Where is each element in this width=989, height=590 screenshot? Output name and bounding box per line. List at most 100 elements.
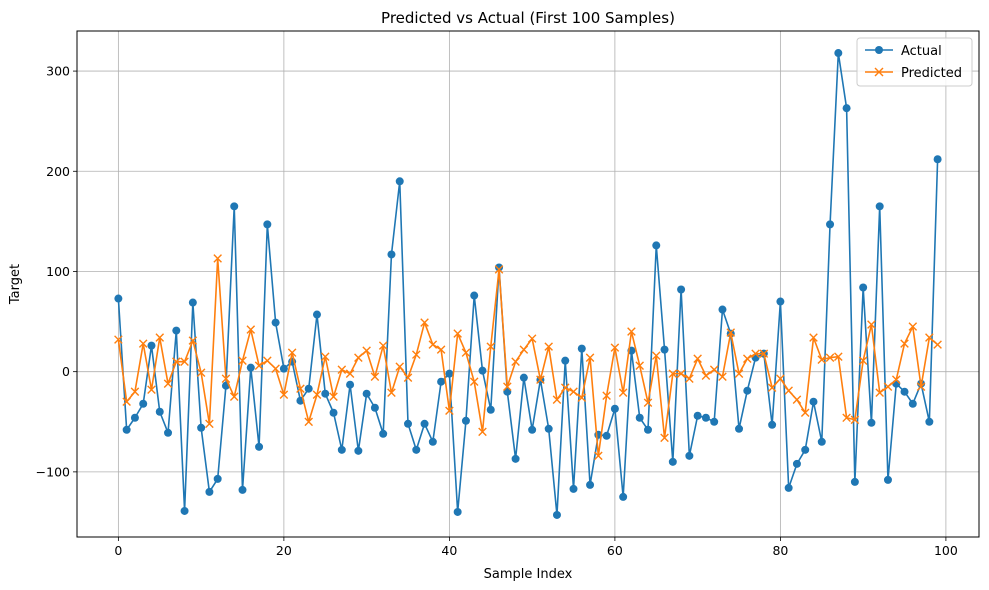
y-tick-label: 300 <box>46 64 70 79</box>
data-point-actual <box>784 483 793 492</box>
data-point-predicted <box>519 345 529 354</box>
data-point-predicted <box>436 345 446 354</box>
data-point-actual <box>395 177 404 186</box>
data-point-actual <box>528 425 537 434</box>
data-point-actual <box>817 437 826 446</box>
data-point-predicted <box>320 352 330 361</box>
plot-frame <box>76 30 980 538</box>
data-point-actual <box>370 403 379 412</box>
data-point-actual <box>478 366 487 375</box>
data-point-predicted <box>453 329 462 338</box>
data-point-predicted <box>676 369 686 378</box>
data-point-actual <box>147 341 156 350</box>
data-point-predicted <box>734 369 744 378</box>
data-point-predicted <box>610 343 620 352</box>
data-point-actual <box>735 424 744 433</box>
data-point-actual <box>312 310 321 319</box>
data-point-predicted <box>800 408 810 418</box>
data-point-predicted <box>287 348 297 357</box>
data-point-actual <box>826 220 835 229</box>
data-point-actual <box>404 419 413 428</box>
data-point-actual <box>172 326 181 335</box>
data-point-actual <box>213 474 222 483</box>
data-point-actual <box>271 318 280 327</box>
series-actual <box>114 49 942 519</box>
data-point-actual <box>643 425 652 434</box>
data-point-actual <box>122 425 131 434</box>
data-point-predicted <box>552 395 562 405</box>
data-point-actual <box>685 451 694 460</box>
data-point-actual <box>139 399 148 408</box>
data-point-actual <box>768 420 777 429</box>
data-point-actual <box>428 437 437 446</box>
data-point-predicted <box>271 364 280 373</box>
x-tick-label: 80 <box>772 543 788 558</box>
legend-marker-actual <box>875 46 883 54</box>
data-point-actual <box>354 446 363 455</box>
legend-label-predicted: Predicted <box>901 66 962 81</box>
data-point-actual <box>362 389 371 398</box>
data-point-actual <box>155 407 164 416</box>
data-point-actual <box>660 345 669 354</box>
data-point-predicted <box>486 342 496 351</box>
data-point-actual <box>875 202 884 211</box>
data-point-actual <box>503 387 512 396</box>
data-point-predicted <box>701 371 711 380</box>
data-point-predicted <box>718 372 727 381</box>
data-point-predicted <box>618 388 628 398</box>
data-point-predicted <box>527 334 537 343</box>
series-line-predicted <box>117 257 939 457</box>
data-point-actual <box>619 492 628 501</box>
data-point-predicted <box>163 379 173 388</box>
data-point-predicted <box>825 353 835 362</box>
legend-item-predicted: Predicted <box>865 66 962 81</box>
data-point-predicted <box>817 355 827 364</box>
data-point-actual <box>801 445 810 454</box>
data-point-predicted <box>403 373 413 382</box>
data-point-predicted <box>900 339 909 348</box>
y-tick-label: −100 <box>36 464 70 479</box>
data-point-predicted <box>213 254 222 263</box>
data-point-predicted <box>238 356 247 365</box>
data-point-actual <box>693 411 702 420</box>
data-point-predicted <box>428 340 438 349</box>
data-point-predicted <box>577 393 587 403</box>
data-point-predicted <box>602 391 611 401</box>
data-point-actual <box>379 429 388 438</box>
data-point-predicted <box>130 387 140 397</box>
data-point-actual <box>420 419 429 428</box>
data-point-predicted <box>420 318 429 327</box>
series-predicted <box>114 254 942 461</box>
data-point-predicted <box>751 349 760 358</box>
x-tick-label: 40 <box>441 543 457 558</box>
data-point-actual <box>859 283 868 292</box>
data-point-actual <box>544 424 553 433</box>
data-point-actual <box>246 363 255 372</box>
data-point-predicted <box>254 361 264 370</box>
data-point-actual <box>635 413 644 422</box>
data-point-actual <box>230 202 239 211</box>
data-point-actual <box>710 417 719 426</box>
data-point-actual <box>577 344 586 353</box>
data-point-actual <box>304 384 313 393</box>
data-point-actual <box>610 404 619 413</box>
data-point-actual <box>164 428 173 437</box>
data-point-predicted <box>387 388 396 398</box>
data-point-actual <box>486 405 495 414</box>
data-point-actual <box>586 480 595 489</box>
data-point-actual <box>470 291 479 300</box>
data-point-actual <box>809 397 818 406</box>
data-point-predicted <box>867 320 876 329</box>
data-point-actual <box>718 305 727 314</box>
data-point-predicted <box>478 427 487 437</box>
data-point-actual <box>569 484 578 493</box>
y-tick-label: 100 <box>46 264 70 279</box>
data-point-actual <box>321 389 330 398</box>
data-point-predicted <box>180 357 189 366</box>
data-point-predicted <box>246 325 256 334</box>
data-point-actual <box>561 356 570 365</box>
data-point-actual <box>519 373 528 382</box>
data-point-actual <box>279 364 288 373</box>
legend: Actual Predicted <box>856 37 973 87</box>
data-point-predicted <box>709 365 719 374</box>
